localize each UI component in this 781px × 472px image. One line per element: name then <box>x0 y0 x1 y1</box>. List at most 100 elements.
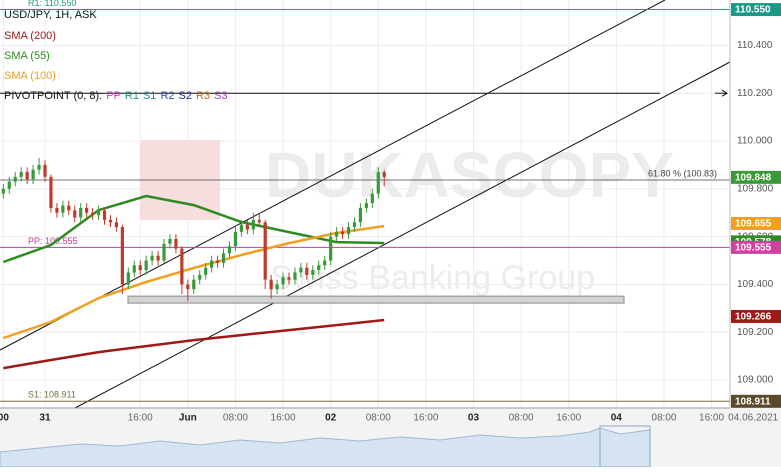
price-tag-label: 109.555 <box>735 243 772 254</box>
y-tick-label: 110.200 <box>737 88 773 99</box>
candle-body <box>305 267 309 275</box>
candle-body <box>281 277 285 285</box>
candle-body <box>257 219 261 223</box>
candle-body <box>168 239 172 244</box>
levels: R1: 110.550 PP: 109.555 S1: 108.911 61.80 %… <box>0 0 730 402</box>
candle-body <box>126 272 130 285</box>
candle-body <box>376 172 380 194</box>
x-tick-label: 03 <box>468 413 480 424</box>
navigator-area <box>0 427 651 468</box>
candle-body <box>245 224 249 230</box>
legend-entry: SMA (200) <box>4 30 56 42</box>
y-tick-label: 109.400 <box>737 279 774 290</box>
level-label: S1: 108.911 <box>28 390 76 400</box>
candle-body <box>317 265 321 271</box>
support-zone <box>127 295 625 304</box>
x-tick-label: Jun <box>179 413 197 424</box>
price-tag-label: 109.655 <box>735 219 772 230</box>
candle-body <box>299 267 303 273</box>
candle-body <box>180 248 184 285</box>
pivot-legend-level: S2 <box>179 90 192 102</box>
candle-body <box>120 227 124 285</box>
candle-body <box>7 181 11 189</box>
candle-body <box>340 231 345 235</box>
candle-body <box>192 279 196 290</box>
candle-body <box>73 210 77 218</box>
x-tick-label: 02 <box>325 413 337 424</box>
candle-body <box>311 270 315 275</box>
candle-body <box>25 172 29 180</box>
y-tick-label: 109.800 <box>737 183 774 194</box>
candle-body <box>287 277 291 280</box>
pivot-legend-level: R3 <box>196 90 210 102</box>
level-label: R1: 110.550 <box>28 0 76 8</box>
candle-body <box>215 260 220 263</box>
candle-body <box>358 207 363 223</box>
x-tick-label: 16:00 <box>413 413 438 424</box>
candle-body <box>49 176 53 208</box>
pivot-legend-level: R1 <box>125 90 139 102</box>
candle-body <box>67 205 71 211</box>
x-tick-label: 08:00 <box>366 413 391 424</box>
candle-body <box>329 236 333 261</box>
pivot-legend-level: R2 <box>160 90 174 102</box>
candle-body <box>144 260 148 271</box>
candle-body <box>19 172 23 177</box>
price-tag-label: 110.550 <box>735 5 771 16</box>
x-tick-label: 08:00 <box>223 413 248 424</box>
watermark-tagline: Swiss Banking Group <box>270 259 595 297</box>
candle-body <box>37 164 41 170</box>
y-tick-label: 110.400 <box>737 40 773 51</box>
x-tick-label: 00 <box>0 413 9 424</box>
channel-lower <box>74 61 731 409</box>
candle-body <box>79 207 83 218</box>
pivot-arrow-head <box>721 89 728 97</box>
candle-body <box>335 231 339 237</box>
price-tag <box>731 240 781 254</box>
sma-line <box>3 318 385 370</box>
candle-body <box>293 272 297 280</box>
x-tick-label: 08:00 <box>651 413 676 424</box>
candle-body <box>227 246 232 254</box>
x-tick-label: 16:00 <box>699 413 724 424</box>
y-tick-label: 110.000 <box>737 136 773 147</box>
candle-body <box>150 255 154 261</box>
pivot-legend-level: S3 <box>214 90 227 102</box>
candle-body <box>114 222 119 228</box>
price-tag <box>731 309 781 323</box>
price-tag <box>731 394 781 408</box>
candle-body <box>233 231 238 247</box>
candle-body <box>96 210 101 216</box>
sma-line <box>2 194 385 264</box>
candle-body <box>210 260 214 268</box>
candle-body <box>370 193 374 204</box>
legend-entry: SMA (100) <box>4 70 56 82</box>
x-tick-label: 16:00 <box>128 413 153 424</box>
x-tick-label: 04.06.2021 <box>728 413 778 424</box>
candle-body <box>132 265 136 273</box>
candle-body <box>162 243 166 261</box>
candle-body <box>91 212 95 216</box>
price-tag-label: 109.848 <box>735 172 772 183</box>
candle-body <box>55 207 59 213</box>
candle-body <box>156 255 160 261</box>
candle-body <box>108 219 113 223</box>
candle-body <box>186 284 190 290</box>
candle-body <box>323 260 327 266</box>
candle-body <box>251 219 255 230</box>
price-tag-label: 108.911 <box>735 396 771 407</box>
candle-body <box>263 222 267 280</box>
y-tick-label: 109.200 <box>737 327 774 338</box>
candle-body <box>138 265 142 271</box>
pivot-legend-level: PP <box>106 90 121 102</box>
legend-entry: SMA (55) <box>4 50 50 62</box>
y-tick-label: 109.000 <box>737 375 774 386</box>
candle-body <box>102 210 107 220</box>
pivot-legend-label: PIVOTPOINT (0, 8): <box>4 90 102 102</box>
pivot-legend-level: S1 <box>143 90 156 102</box>
candle-body <box>61 205 65 213</box>
candle-body <box>275 284 279 290</box>
